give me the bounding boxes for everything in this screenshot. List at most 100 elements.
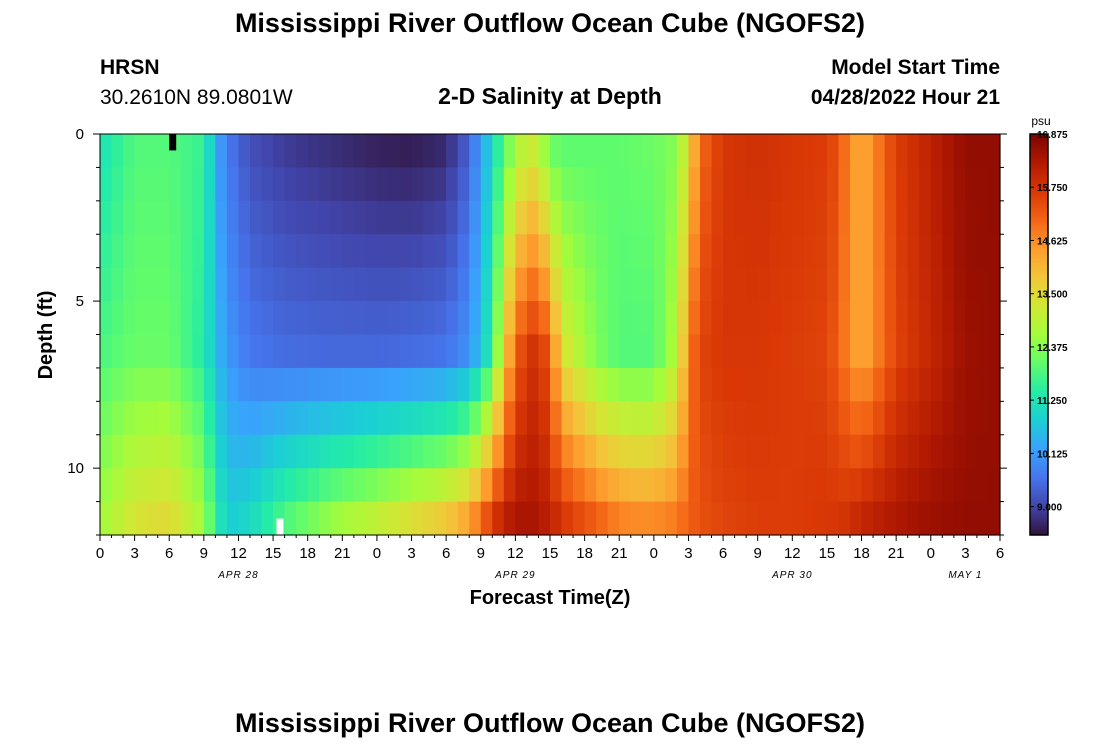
heatmap-cell: [676, 134, 690, 169]
heatmap-cell: [238, 234, 251, 269]
heatmap-cell: [953, 334, 966, 369]
heatmap-cell: [284, 301, 297, 336]
heatmap-cell: [861, 468, 874, 503]
heatmap-cell: [330, 501, 343, 536]
station-id: HRSN: [100, 56, 160, 79]
heatmap-cell: [734, 367, 747, 402]
heatmap-cell: [330, 234, 343, 269]
heatmap-cell: [503, 267, 516, 302]
salinity-heatmap-chart: 0 3 6 9 12 15 18 21 0 3 6 9 12 15 18 21 0 3 6 9 12 15 18 21 0 3 6 A…: [35, 114, 1068, 609]
heatmap-cell: [769, 301, 782, 336]
heatmap-cell: [538, 200, 551, 235]
heatmap-cell: [803, 200, 816, 235]
heatmap-cell: [526, 301, 540, 336]
heatmap-cell: [400, 401, 413, 436]
heatmap-cell: [607, 301, 620, 336]
heatmap-cell: [365, 334, 378, 369]
heatmap-cell: [365, 234, 378, 269]
heatmap-cell: [930, 167, 943, 202]
heatmap-cell: [146, 468, 159, 503]
heatmap-cell: [319, 501, 332, 536]
x-tick-label: 3: [407, 545, 415, 562]
heatmap-cell: [342, 134, 355, 169]
heatmap-cell: [192, 167, 205, 202]
heatmap-cell: [734, 134, 747, 169]
heatmap-cell: [388, 200, 401, 235]
heatmap-cell: [942, 501, 955, 536]
heatmap-cell: [111, 434, 124, 469]
heatmap-cell: [861, 134, 874, 169]
heatmap-cell: [873, 234, 886, 269]
heatmap-cell: [307, 267, 320, 302]
heatmap-cell: [850, 167, 863, 202]
heatmap-cell: [146, 200, 159, 235]
heatmap-cell: [307, 234, 320, 269]
heatmap-cell: [376, 434, 390, 469]
heatmap-cell: [526, 367, 540, 402]
heatmap-cell: [896, 468, 909, 503]
heatmap-cell: [169, 468, 182, 503]
heatmap-cell: [873, 134, 886, 169]
heatmap-cell: [526, 167, 540, 202]
heatmap-cell: [953, 501, 966, 536]
heatmap-cell: [446, 501, 459, 536]
heatmap-cell: [492, 367, 505, 402]
heatmap-cell: [907, 434, 920, 469]
heatmap-cell: [757, 200, 770, 235]
heatmap-cell: [526, 401, 540, 436]
heatmap-cell: [803, 401, 816, 436]
heatmap-cell: [965, 501, 978, 536]
heatmap-cell: [884, 334, 897, 369]
heatmap-cell: [480, 134, 493, 169]
heatmap-cell: [515, 434, 528, 469]
heatmap-cell: [226, 267, 240, 302]
heatmap-cell: [711, 134, 724, 169]
heatmap-cell: [307, 134, 320, 169]
heatmap-cell: [273, 234, 286, 269]
heatmap-cell: [388, 468, 401, 503]
heatmap-cell: [296, 301, 309, 336]
heatmap-cell: [988, 134, 1001, 169]
heatmap-cell: [688, 434, 701, 469]
heatmap-cell: [561, 434, 574, 469]
heatmap-cell: [734, 234, 747, 269]
heatmap-cell: [423, 167, 436, 202]
heatmap-cell: [757, 234, 770, 269]
heatmap-cell: [411, 468, 424, 503]
x-tick-label: 18: [576, 545, 593, 562]
heatmap-cell: [642, 234, 655, 269]
heatmap-cell: [619, 200, 632, 235]
heatmap-cell: [157, 468, 170, 503]
heatmap-cell: [676, 501, 690, 536]
heatmap-cell: [169, 301, 182, 336]
heatmap-cell: [226, 134, 240, 169]
heatmap-cell: [226, 367, 240, 402]
heatmap-cell: [273, 167, 286, 202]
heatmap-cell: [446, 468, 459, 503]
heatmap-cell: [919, 468, 932, 503]
heatmap-cell: [203, 167, 216, 202]
heatmap-cell: [146, 501, 159, 536]
heatmap-cell: [630, 434, 643, 469]
heatmap-cell: [723, 334, 736, 369]
heatmap-cell: [653, 334, 666, 369]
heatmap-cell: [480, 234, 493, 269]
heatmap-cell: [757, 301, 770, 336]
heatmap-cell: [457, 501, 470, 536]
heatmap-cell: [365, 501, 378, 536]
heatmap-cell: [492, 167, 505, 202]
heatmap-cell: [376, 501, 390, 536]
heatmap-cell: [330, 468, 343, 503]
heatmap-cell: [653, 267, 666, 302]
heatmap-cell: [238, 134, 251, 169]
heatmap-cell: [238, 367, 251, 402]
heatmap-cell: [884, 167, 897, 202]
heatmap-cell: [907, 134, 920, 169]
heatmap-cell: [203, 401, 216, 436]
x-tick-label: 6: [719, 545, 727, 562]
heatmap-cell: [873, 468, 886, 503]
heatmap-cell: [953, 134, 966, 169]
heatmap-cell: [953, 434, 966, 469]
heatmap-cell: [769, 234, 782, 269]
heatmap-cell: [388, 334, 401, 369]
